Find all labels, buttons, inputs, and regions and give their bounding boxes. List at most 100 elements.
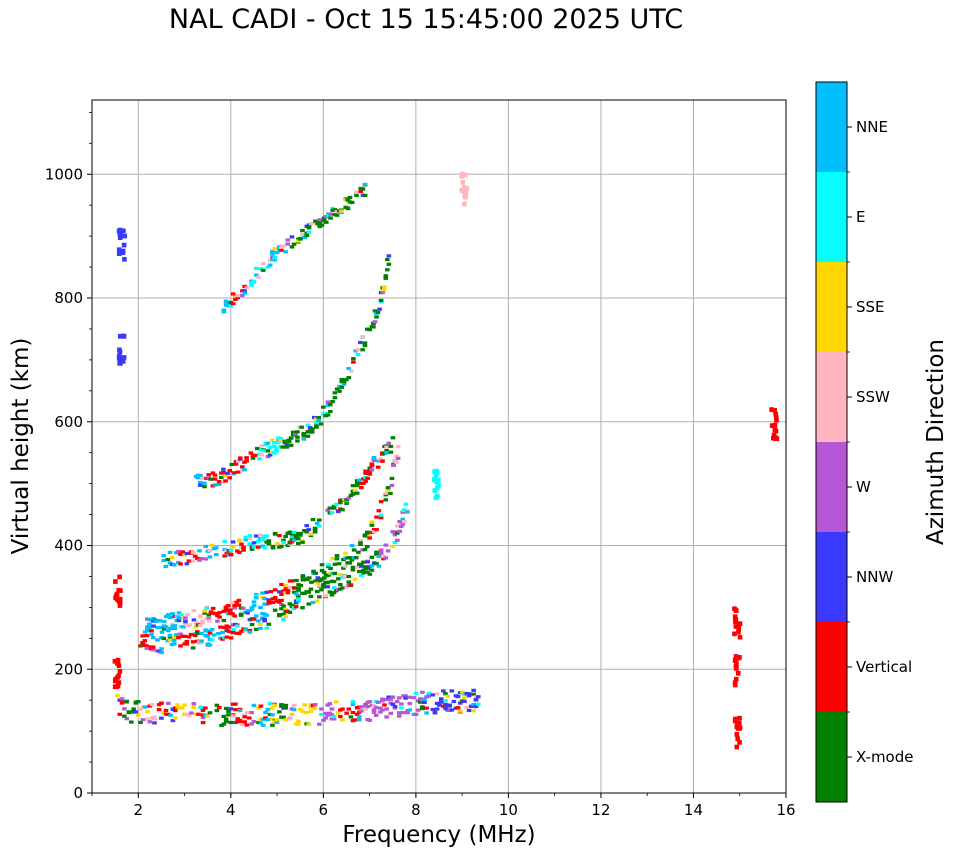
x-axis-label: Frequency (MHz) <box>342 822 535 848</box>
echo-cell <box>369 564 375 568</box>
echo-cell <box>159 650 164 655</box>
y-axis-label: Virtual height (km) <box>8 338 34 555</box>
echo-cell <box>249 722 254 726</box>
echo-cell <box>360 348 365 352</box>
echo-cell <box>341 382 347 386</box>
echo-cell <box>258 704 264 708</box>
echo-cell <box>337 384 342 389</box>
echo-cell <box>457 709 463 713</box>
echo-cell <box>380 459 385 463</box>
echo-cell <box>121 228 126 234</box>
echo-cell <box>383 274 389 278</box>
echo-cell <box>300 709 305 714</box>
echo-cell <box>359 486 364 490</box>
echo-cell <box>196 712 201 716</box>
echo-cell <box>283 718 288 722</box>
echo-cell <box>256 619 261 623</box>
echo-cell <box>241 545 246 550</box>
echo-cell <box>354 190 359 194</box>
echo-cell <box>231 471 237 475</box>
echo-cell <box>353 349 359 353</box>
echo-cell <box>267 263 273 267</box>
echo-cell <box>312 530 318 534</box>
echo-cell <box>117 227 123 233</box>
echo-cell <box>771 435 776 441</box>
echo-cell <box>394 460 399 465</box>
echo-cell <box>279 703 284 707</box>
echo-cell <box>285 543 291 548</box>
echo-cell <box>289 579 295 583</box>
echo-cell <box>305 423 311 427</box>
echo-cell <box>200 721 206 725</box>
echo-cell <box>171 642 177 646</box>
echo-cell <box>230 714 236 718</box>
echo-cell <box>202 611 207 615</box>
echo-cell <box>319 568 325 573</box>
echo-cell <box>212 473 218 477</box>
echo-cell <box>388 491 393 496</box>
echo-cell <box>172 625 178 629</box>
colorbar-category-label: SSE <box>856 298 885 316</box>
echo-cell <box>302 235 307 240</box>
echo-cell <box>354 491 360 495</box>
echo-cell <box>270 713 275 717</box>
echo-cell <box>355 352 361 357</box>
echo-cell <box>168 626 173 631</box>
echo-cell <box>159 716 164 720</box>
echo-cell <box>190 550 196 555</box>
echo-cell <box>233 297 238 302</box>
echo-cell <box>192 554 198 558</box>
echo-cell <box>199 557 204 561</box>
echo-cell <box>334 557 340 561</box>
echo-cell <box>117 574 122 580</box>
echo-cell <box>221 722 227 726</box>
echo-cell <box>364 327 370 331</box>
echo-cell <box>183 620 188 624</box>
x-tick-label: 14 <box>684 801 703 819</box>
echo-cell <box>226 302 231 306</box>
echo-cell <box>371 530 377 534</box>
echo-cell <box>186 559 192 563</box>
echo-cell <box>295 597 301 601</box>
echo-cell <box>300 574 306 578</box>
echo-cell <box>258 721 264 725</box>
echo-cell <box>295 719 301 723</box>
echo-cell <box>183 616 188 620</box>
echo-cell <box>230 545 236 549</box>
echo-cell <box>312 706 318 710</box>
echo-cell <box>464 705 470 710</box>
echo-cell <box>295 722 301 726</box>
echo-cell <box>122 256 127 262</box>
echo-cell <box>117 356 123 361</box>
echo-cell <box>325 400 331 404</box>
echo-cell <box>362 547 368 552</box>
echo-cell <box>150 635 156 640</box>
echo-cell <box>390 544 396 549</box>
echo-cell <box>207 643 213 647</box>
echo-cell <box>232 606 237 610</box>
echo-cell <box>380 708 385 712</box>
echo-cell <box>388 711 394 715</box>
echo-cell <box>304 577 310 582</box>
chart-title: NAL CADI - Oct 15 15:45:00 2025 UTC <box>168 4 684 35</box>
echo-cell <box>395 524 400 528</box>
echo-cell <box>157 625 163 630</box>
echo-cell <box>390 530 396 534</box>
echo-cell <box>223 706 229 710</box>
echo-cell <box>244 711 250 715</box>
echo-cell <box>170 707 176 712</box>
echo-cell <box>392 458 398 463</box>
echo-cell <box>287 585 293 590</box>
echo-cell <box>223 299 229 303</box>
echo-cell <box>327 590 333 594</box>
echo-cell <box>286 438 292 442</box>
echo-cell <box>256 275 261 279</box>
colorbar-segment <box>816 262 847 352</box>
echo-cell <box>330 400 335 404</box>
echo-cell <box>397 529 402 533</box>
echo-cell <box>332 208 338 212</box>
echo-cell <box>321 405 326 409</box>
echo-cell <box>330 556 336 561</box>
echo-cell <box>737 739 742 745</box>
echo-cell <box>351 357 356 361</box>
